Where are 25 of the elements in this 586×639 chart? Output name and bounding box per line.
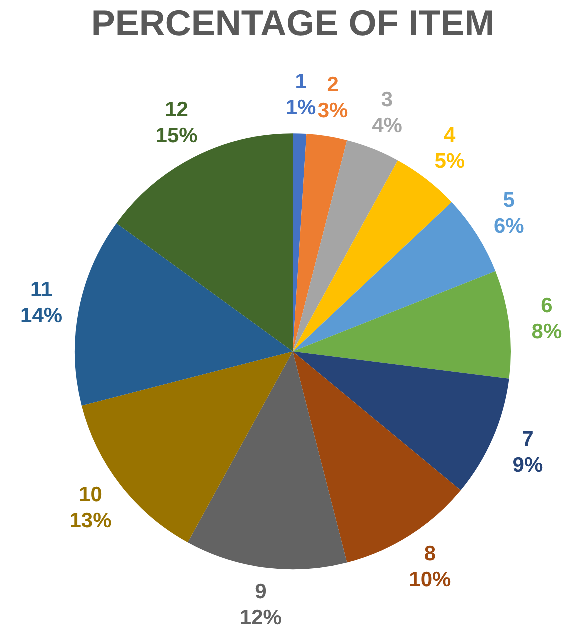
data-label: 3% (318, 100, 349, 123)
data-label: 10% (409, 568, 452, 592)
slice-label: 3 (381, 88, 394, 112)
slice-label: 11 (30, 278, 53, 302)
data-label: 9% (512, 454, 544, 478)
slice-label: 4 (444, 124, 456, 148)
data-label: 14% (20, 304, 63, 328)
slice-label: 2 (327, 74, 339, 97)
slice-label: 5 (503, 189, 516, 212)
slice-label: 7 (522, 428, 534, 452)
data-label: 15% (156, 124, 198, 148)
slice-label: 8 (424, 542, 436, 566)
data-label: 8% (532, 320, 562, 344)
slice-label: 9 (255, 580, 267, 604)
data-label: 4% (372, 114, 403, 138)
data-label: 13% (70, 509, 112, 532)
slice-label: 1 (295, 70, 308, 94)
data-label: 1% (286, 96, 317, 120)
slice-label: 12 (165, 98, 188, 122)
slice-label: 6 (541, 294, 553, 318)
data-label: 6% (494, 215, 525, 238)
chart-title: PERCENTAGE OF ITEM (91, 2, 495, 44)
data-label: 12% (240, 606, 282, 630)
slice-label: 10 (79, 483, 102, 506)
data-label: 5% (434, 150, 466, 174)
